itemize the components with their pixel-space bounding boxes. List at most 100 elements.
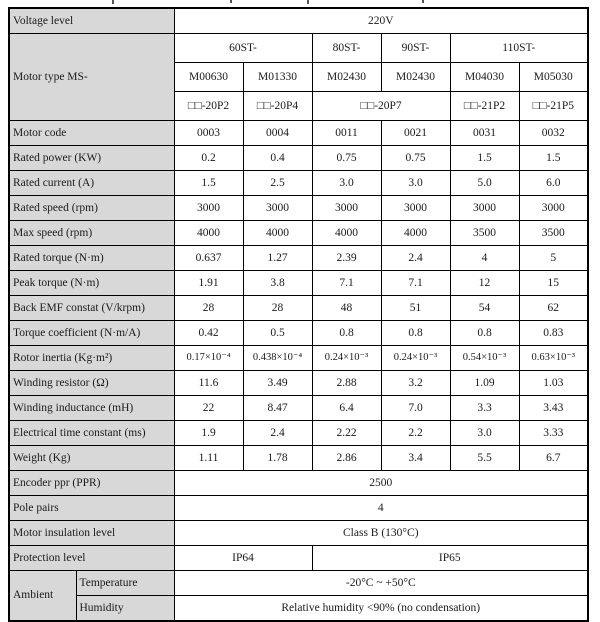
spec-cell: 3000 xyxy=(380,195,451,221)
row-protection-level: Protection level IP64 IP65 xyxy=(8,545,589,571)
spec-cell: 28 xyxy=(173,295,244,321)
spec-cell: 11.6 xyxy=(173,370,244,396)
cropped-text-mark xyxy=(307,0,309,4)
spec-cell: 22 xyxy=(173,395,244,421)
model-cell: M02430 xyxy=(380,62,451,92)
cropped-text-mark xyxy=(230,0,232,3)
row-insulation-level: Motor insulation level Class B (130°C) xyxy=(8,520,589,546)
voltage-value: 220V xyxy=(173,7,589,34)
spec-cell: 7.0 xyxy=(380,395,451,421)
spec-cell: 3.2 xyxy=(380,370,451,396)
spec-cell: 7.1 xyxy=(311,270,382,296)
code-cell: □□-20P7 xyxy=(311,91,451,121)
spec-cell: 3.49 xyxy=(242,370,313,396)
row-label: Winding resistor (Ω) xyxy=(8,370,175,396)
spec-cell: 1.91 xyxy=(173,270,244,296)
row-label: Protection level xyxy=(8,545,175,571)
spec-cell: 0.8 xyxy=(449,320,520,346)
temperature-value: -20°C ~ +50°C xyxy=(173,570,589,596)
row-label: Electrical time constant (ms) xyxy=(8,420,175,446)
row-label: Rotor inertia (Kg·m²) xyxy=(8,345,175,371)
code-cell: □□-21P5 xyxy=(518,91,589,121)
spec-row-rated-speed: Rated speed (rpm) 3000 3000 3000 3000 30… xyxy=(8,195,589,221)
protection-ip65-value: IP65 xyxy=(311,545,589,571)
spec-cell: 1.27 xyxy=(242,245,313,271)
spec-cell: 8.47 xyxy=(242,395,313,421)
spec-row-max-speed: Max speed (rpm) 4000 4000 4000 4000 3500… xyxy=(8,220,589,246)
spec-cell: 2.86 xyxy=(311,445,382,471)
code-cell: □□-21P2 xyxy=(449,91,520,121)
spec-cell: 3.33 xyxy=(518,420,589,446)
spec-cell: 0.17×10⁻⁴ xyxy=(173,345,244,371)
spec-cell: 3.0 xyxy=(380,170,451,196)
series-80st: 80ST- xyxy=(311,33,382,63)
spec-cell: 15 xyxy=(518,270,589,296)
spec-cell: 3.3 xyxy=(449,395,520,421)
model-cell: M02430 xyxy=(311,62,382,92)
spec-cell: 1.5 xyxy=(518,145,589,171)
series-60st: 60ST- xyxy=(173,33,313,63)
series-row: Motor type MS- 60ST- 80ST- 90ST- 110ST- xyxy=(8,33,589,121)
row-label: Winding inductance (mH) xyxy=(8,395,175,421)
row-pole-pairs: Pole pairs 4 xyxy=(8,495,589,521)
spec-row-rotor-inertia: Rotor inertia (Kg·m²) 0.17×10⁻⁴ 0.438×10… xyxy=(8,345,589,371)
spec-cell: 7.1 xyxy=(380,270,451,296)
spec-cell: 2.5 xyxy=(242,170,313,196)
spec-cell: 0031 xyxy=(449,120,520,146)
spec-cell: 3000 xyxy=(518,195,589,221)
spec-cell: 0.75 xyxy=(311,145,382,171)
spec-cell: 1.09 xyxy=(449,370,520,396)
spec-cell: 48 xyxy=(311,295,382,321)
row-label-humidity: Humidity xyxy=(75,595,175,622)
spec-cell: 0003 xyxy=(173,120,244,146)
spec-cell: 6.7 xyxy=(518,445,589,471)
spec-cell: 1.78 xyxy=(242,445,313,471)
spec-cell: 1.5 xyxy=(173,170,244,196)
model-cell: M05030 xyxy=(518,62,589,92)
code-row: □□-20P2 □□-20P4 □□-20P7 □□-21P2 □□-21P5 xyxy=(9,91,589,121)
voltage-row: Voltage level 220V xyxy=(8,7,589,34)
spec-row-torque-coefficient: Torque coefficient (N·m/A) 0.42 0.5 0.8 … xyxy=(8,320,589,346)
spec-cell: 2.22 xyxy=(311,420,382,446)
spec-cell: 2.4 xyxy=(380,245,451,271)
spec-cell: 0021 xyxy=(380,120,451,146)
row-label-motor-type: Motor type MS- xyxy=(8,33,175,121)
spec-cell: 3000 xyxy=(173,195,244,221)
series-90st: 90ST- xyxy=(380,33,451,63)
spec-row-winding-inductance: Winding inductance (mH) 22 8.47 6.4 7.0 … xyxy=(8,395,589,421)
model-row: M00630 M01330 M02430 M02430 M04030 M0503… xyxy=(9,62,589,92)
spec-cell: 1.11 xyxy=(173,445,244,471)
spec-row-rated-torque: Rated torque (N·m) 0.637 1.27 2.39 2.4 4… xyxy=(8,245,589,271)
row-ambient-temperature: Ambient Temperature -20°C ~ +50°C xyxy=(8,570,589,622)
spec-cell: 3500 xyxy=(518,220,589,246)
spec-row-peak-torque: Peak torque (N·m) 1.91 3.8 7.1 7.1 12 15 xyxy=(8,270,589,296)
spec-cell: 2.88 xyxy=(311,370,382,396)
spec-cell: 3000 xyxy=(449,195,520,221)
spec-cell: 5 xyxy=(518,245,589,271)
spec-row-motor-code: Motor code 0003 0004 0011 0021 0031 0032 xyxy=(8,120,589,146)
row-label: Motor insulation level xyxy=(8,520,175,546)
spec-cell: 0.637 xyxy=(173,245,244,271)
spec-cell: 3.8 xyxy=(242,270,313,296)
spec-cell: 6.4 xyxy=(311,395,382,421)
spec-cell: 0.24×10⁻³ xyxy=(380,345,451,371)
protection-ip64-value: IP64 xyxy=(173,545,313,571)
spec-row-weight: Weight (Kg) 1.11 1.78 2.86 3.4 5.5 6.7 xyxy=(8,445,589,471)
spec-cell: 0.75 xyxy=(380,145,451,171)
row-label: Rated power (KW) xyxy=(8,145,175,171)
cropped-title-artifact xyxy=(0,0,600,6)
spec-cell: 0004 xyxy=(242,120,313,146)
spec-row-winding-resistor: Winding resistor (Ω) 11.6 3.49 2.88 3.2 … xyxy=(8,370,589,396)
row-ambient-humidity: Humidity Relative humidity <90% (no cond… xyxy=(9,595,589,622)
spec-cell: 0.42 xyxy=(173,320,244,346)
spec-cell: 4 xyxy=(449,245,520,271)
spec-cell: 5.5 xyxy=(449,445,520,471)
code-cell: □□-20P4 xyxy=(242,91,313,121)
row-label-temperature: Temperature xyxy=(75,570,175,596)
spec-cell: 3.0 xyxy=(449,420,520,446)
spec-cell: 4000 xyxy=(242,220,313,246)
spec-cell: 0.54×10⁻³ xyxy=(449,345,520,371)
row-label: Torque coefficient (N·m/A) xyxy=(8,320,175,346)
row-label: Encoder ppr (PPR) xyxy=(8,470,175,496)
row-label: Peak torque (N·m) xyxy=(8,270,175,296)
